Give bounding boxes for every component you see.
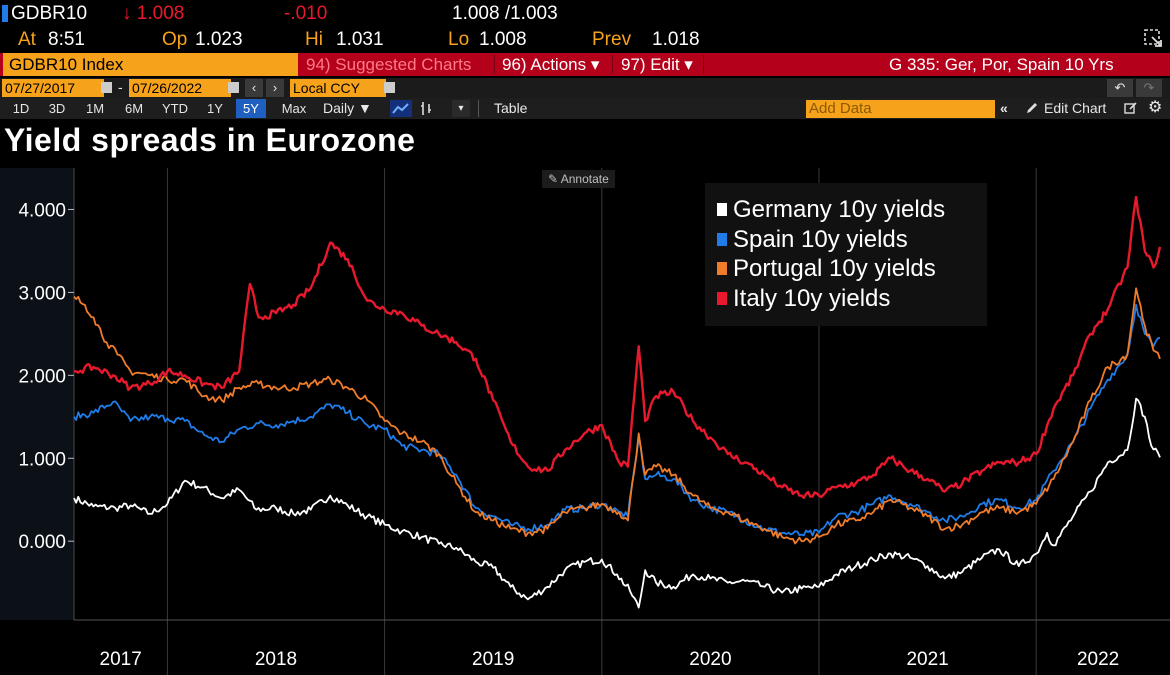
edit-menu[interactable]: 97) Edit ▾ — [621, 55, 693, 74]
legend-item[interactable]: Italy 10y yields — [717, 284, 987, 314]
series-line-germany — [73, 397, 1161, 609]
table-button[interactable]: Table — [494, 100, 528, 116]
legend-label: Italy 10y yields — [733, 284, 891, 312]
y-tick-label: 0.000 — [18, 532, 66, 553]
legend-swatch — [717, 262, 727, 275]
ticker-symbol[interactable]: GDBR10 — [11, 3, 88, 24]
pencil-icon: ✎ — [548, 172, 561, 186]
prev-label: Prev — [592, 29, 632, 50]
legend-label: Germany 10y yields — [733, 196, 946, 223]
legend-swatch — [717, 291, 727, 305]
annotate-tool-icon[interactable] — [1124, 101, 1138, 115]
legend-item[interactable]: Germany 10y yields — [717, 195, 987, 225]
divider — [478, 100, 479, 117]
divider — [612, 55, 613, 74]
x-tick-label: 2021 — [906, 649, 948, 670]
time-value: 8:51 — [48, 29, 85, 50]
chart-area: 0.000 1.000 2.000 3.000 4.000 2017 2018 2019 20… — [0, 168, 1170, 675]
chart-legend: Germany 10y yields Spain 10y yields Port… — [705, 183, 987, 326]
frequency-select[interactable]: Daily ▼ — [323, 100, 372, 116]
net-change: -.010 — [284, 3, 328, 24]
redo-button[interactable]: ↷ — [1136, 79, 1162, 97]
legend-swatch — [717, 232, 727, 246]
currency-select[interactable]: Local CCY — [290, 79, 386, 97]
y-axis-panel — [0, 168, 74, 620]
calendar-icon[interactable] — [101, 82, 112, 93]
period-3d[interactable]: 3D — [48, 101, 66, 116]
bar-chart-icon[interactable] — [418, 100, 436, 117]
period-1m[interactable]: 1M — [85, 101, 105, 116]
prev-value: 1.018 — [652, 29, 700, 50]
legend-label: Spain 10y yields — [733, 225, 908, 253]
gear-icon[interactable]: ⚙ — [1148, 99, 1163, 116]
series-line-italy — [73, 195, 1162, 499]
annotate-button[interactable]: ✎ Annotate — [542, 170, 615, 188]
y-tick-label: 3.000 — [18, 283, 66, 304]
open-label: Op — [162, 29, 188, 50]
period-1y[interactable]: 1Y — [207, 101, 223, 116]
pencil-icon[interactable] — [1025, 101, 1039, 115]
low-value: 1.008 — [479, 29, 527, 50]
x-tick-label: 2018 — [255, 649, 297, 670]
collapse-icon[interactable]: « — [1000, 100, 1008, 116]
y-tick-label: 1.000 — [18, 449, 66, 470]
add-data-input[interactable]: Add Data — [806, 100, 995, 118]
high-label: Hi — [305, 29, 323, 50]
ticker-marker — [2, 5, 8, 22]
legend-item[interactable]: Portugal 10y yields — [717, 254, 987, 284]
annotate-label: Annotate — [560, 172, 609, 186]
last-price: ↓ 1.008 — [122, 3, 185, 24]
divider — [494, 55, 495, 74]
high-value: 1.031 — [336, 29, 384, 50]
x-tick-label: 2022 — [1077, 649, 1119, 670]
popout-icon[interactable] — [1143, 28, 1163, 48]
legend-swatch — [717, 203, 727, 216]
x-tick-label: 2017 — [100, 649, 142, 670]
x-tick-label: 2020 — [689, 649, 731, 670]
low-label: Lo — [448, 29, 470, 50]
time-label: At — [18, 29, 36, 50]
chart-name: G 335: Ger, Por, Spain 10 Yrs — [889, 55, 1114, 74]
prev-range-button[interactable]: ‹ — [245, 79, 263, 97]
legend-item[interactable]: Spain 10y yields — [717, 225, 987, 255]
chart-type-dropdown[interactable]: ▾ — [452, 100, 470, 117]
actions-menu[interactable]: 96) Actions ▾ — [502, 55, 600, 74]
y-tick-label: 2.000 — [18, 366, 66, 387]
date-range-dash: - — [118, 79, 123, 95]
next-range-button[interactable]: › — [266, 79, 284, 97]
series-line-spain — [73, 303, 1161, 537]
start-date-input[interactable]: 07/27/2017 — [2, 79, 104, 97]
edit-chart-button[interactable]: Edit Chart — [1044, 100, 1107, 116]
period-ytd[interactable]: YTD — [162, 101, 188, 116]
security-field[interactable]: GDBR10 Index — [3, 53, 298, 76]
legend-label: Portugal 10y yields — [733, 255, 936, 282]
open-value: 1.023 — [195, 29, 243, 50]
line-chart-icon[interactable] — [390, 100, 412, 117]
y-tick-label: 4.000 — [18, 200, 66, 221]
bid-ask: 1.008 /1.003 — [452, 3, 558, 24]
period-1d[interactable]: 1D — [12, 101, 30, 116]
undo-button[interactable]: ↶ — [1107, 79, 1133, 97]
x-tick-label: 2019 — [472, 649, 514, 670]
divider — [703, 55, 704, 74]
calendar-icon[interactable] — [228, 82, 239, 93]
end-date-input[interactable]: 07/26/2022 — [129, 79, 231, 97]
series-line-portugal — [73, 287, 1161, 545]
suggested-charts-button[interactable]: 94) Suggested Charts — [306, 55, 472, 74]
period-6m[interactable]: 6M — [124, 101, 144, 116]
period-max[interactable]: Max — [281, 101, 307, 116]
period-5y[interactable]: 5Y — [236, 99, 266, 118]
chevron-down-icon[interactable] — [384, 82, 395, 93]
chart-title: Yield spreads in Eurozone — [4, 122, 416, 158]
